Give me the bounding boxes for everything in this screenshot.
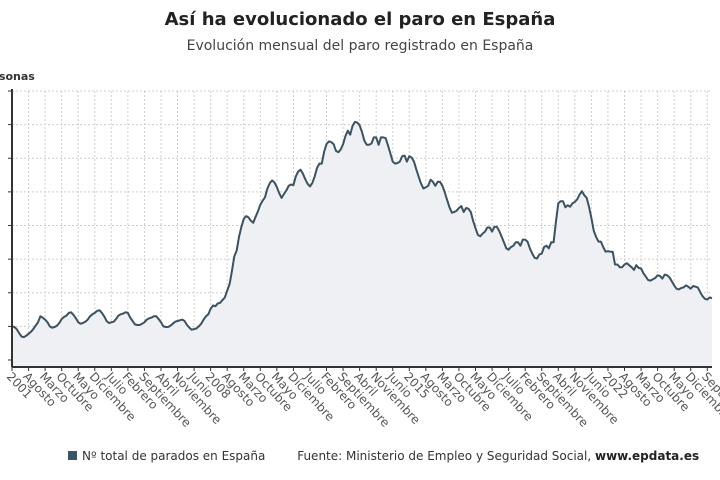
x-axis-labels: 2001AgostoMarzoOctubreMayoDiciembreJulio… [4, 369, 720, 430]
legend-series-label: Nº total de parados en España [82, 449, 266, 463]
legend: Nº total de parados en España Fuente: Mi… [68, 449, 699, 463]
chart-subtitle: Evolución mensual del paro registrado en… [186, 38, 534, 54]
source-note: Fuente: Ministerio de Empleo y Seguridad… [297, 449, 699, 463]
source-link[interactable]: www.epdata.es [594, 449, 700, 463]
series-line [11, 120, 713, 339]
chart-title: Así ha evolucionado el paro en España [164, 9, 556, 30]
series-area-fill [12, 121, 712, 368]
source-text: Fuente: Ministerio de Empleo y Seguridad… [297, 449, 592, 463]
axes [11, 89, 712, 368]
y-axis-label: Personas [0, 70, 35, 83]
legend-swatch [68, 451, 77, 460]
